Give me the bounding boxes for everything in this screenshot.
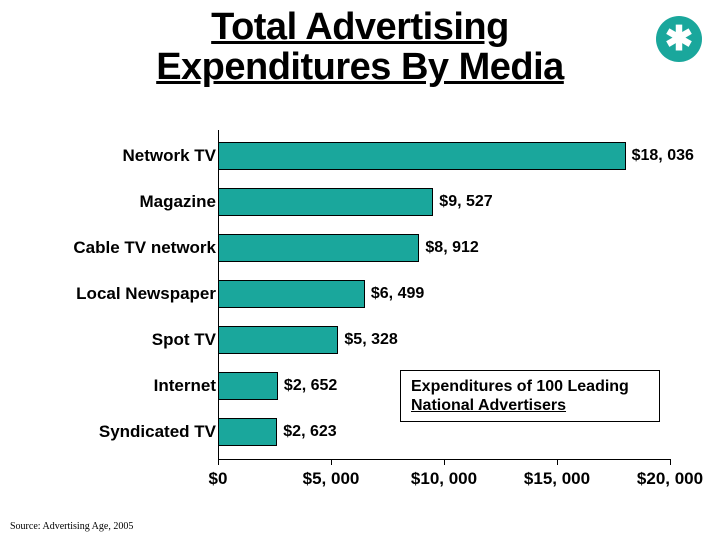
chart-row: Local Newspaper$6, 499	[60, 274, 680, 314]
bar	[218, 326, 338, 354]
chart-row: Magazine$9, 527	[60, 182, 680, 222]
bar	[218, 142, 626, 170]
x-tick-label: $5, 000	[303, 469, 360, 489]
x-tick	[557, 459, 558, 465]
bar-value: $9, 527	[433, 182, 492, 222]
x-tick-label: $10, 000	[411, 469, 477, 489]
chart: Network TV$18, 036 Magazine$9, 527 Cable T…	[60, 130, 680, 485]
row-label: Local Newspaper	[56, 274, 216, 314]
x-tick	[331, 459, 332, 465]
x-tick-label: $0	[209, 469, 228, 489]
title-line2: Expenditures By Media	[156, 46, 564, 88]
bar-value: $2, 652	[278, 366, 337, 406]
row-label: Spot TV	[56, 320, 216, 360]
row-label: Network TV	[56, 136, 216, 176]
bar-value: $18, 036	[626, 136, 694, 176]
chart-row: Cable TV network$8, 912	[60, 228, 680, 268]
bar	[218, 372, 278, 400]
bar-value: $8, 912	[419, 228, 478, 268]
row-label: Cable TV network	[56, 228, 216, 268]
chart-title: Total Advertising Expenditures By Media	[0, 0, 720, 88]
row-label: Magazine	[56, 182, 216, 222]
x-tick	[218, 459, 219, 465]
asterisk-icon: ✱	[656, 16, 702, 62]
x-tick-label: $20, 000	[637, 469, 703, 489]
annotation-line2: National Advertisers	[411, 397, 566, 414]
bar-value: $2, 623	[277, 412, 336, 452]
bar-value: $5, 328	[338, 320, 397, 360]
bar	[218, 418, 277, 446]
title-line1: Total Advertising	[211, 6, 509, 48]
annotation-box: Expenditures of 100 Leading National Adv…	[400, 370, 660, 422]
bar-value: $6, 499	[365, 274, 424, 314]
row-label: Syndicated TV	[56, 412, 216, 452]
row-label: Internet	[56, 366, 216, 406]
chart-row: Spot TV$5, 328	[60, 320, 680, 360]
bar	[218, 280, 365, 308]
x-tick	[670, 459, 671, 465]
bar	[218, 188, 433, 216]
annotation-line1: Expenditures of 100 Leading	[411, 378, 629, 395]
asterisk-glyph: ✱	[665, 19, 694, 59]
x-tick-label: $15, 000	[524, 469, 590, 489]
x-tick	[444, 459, 445, 465]
source-text: Source: Advertising Age, 2005	[10, 521, 133, 532]
bar	[218, 234, 419, 262]
chart-row: Network TV$18, 036	[60, 136, 680, 176]
